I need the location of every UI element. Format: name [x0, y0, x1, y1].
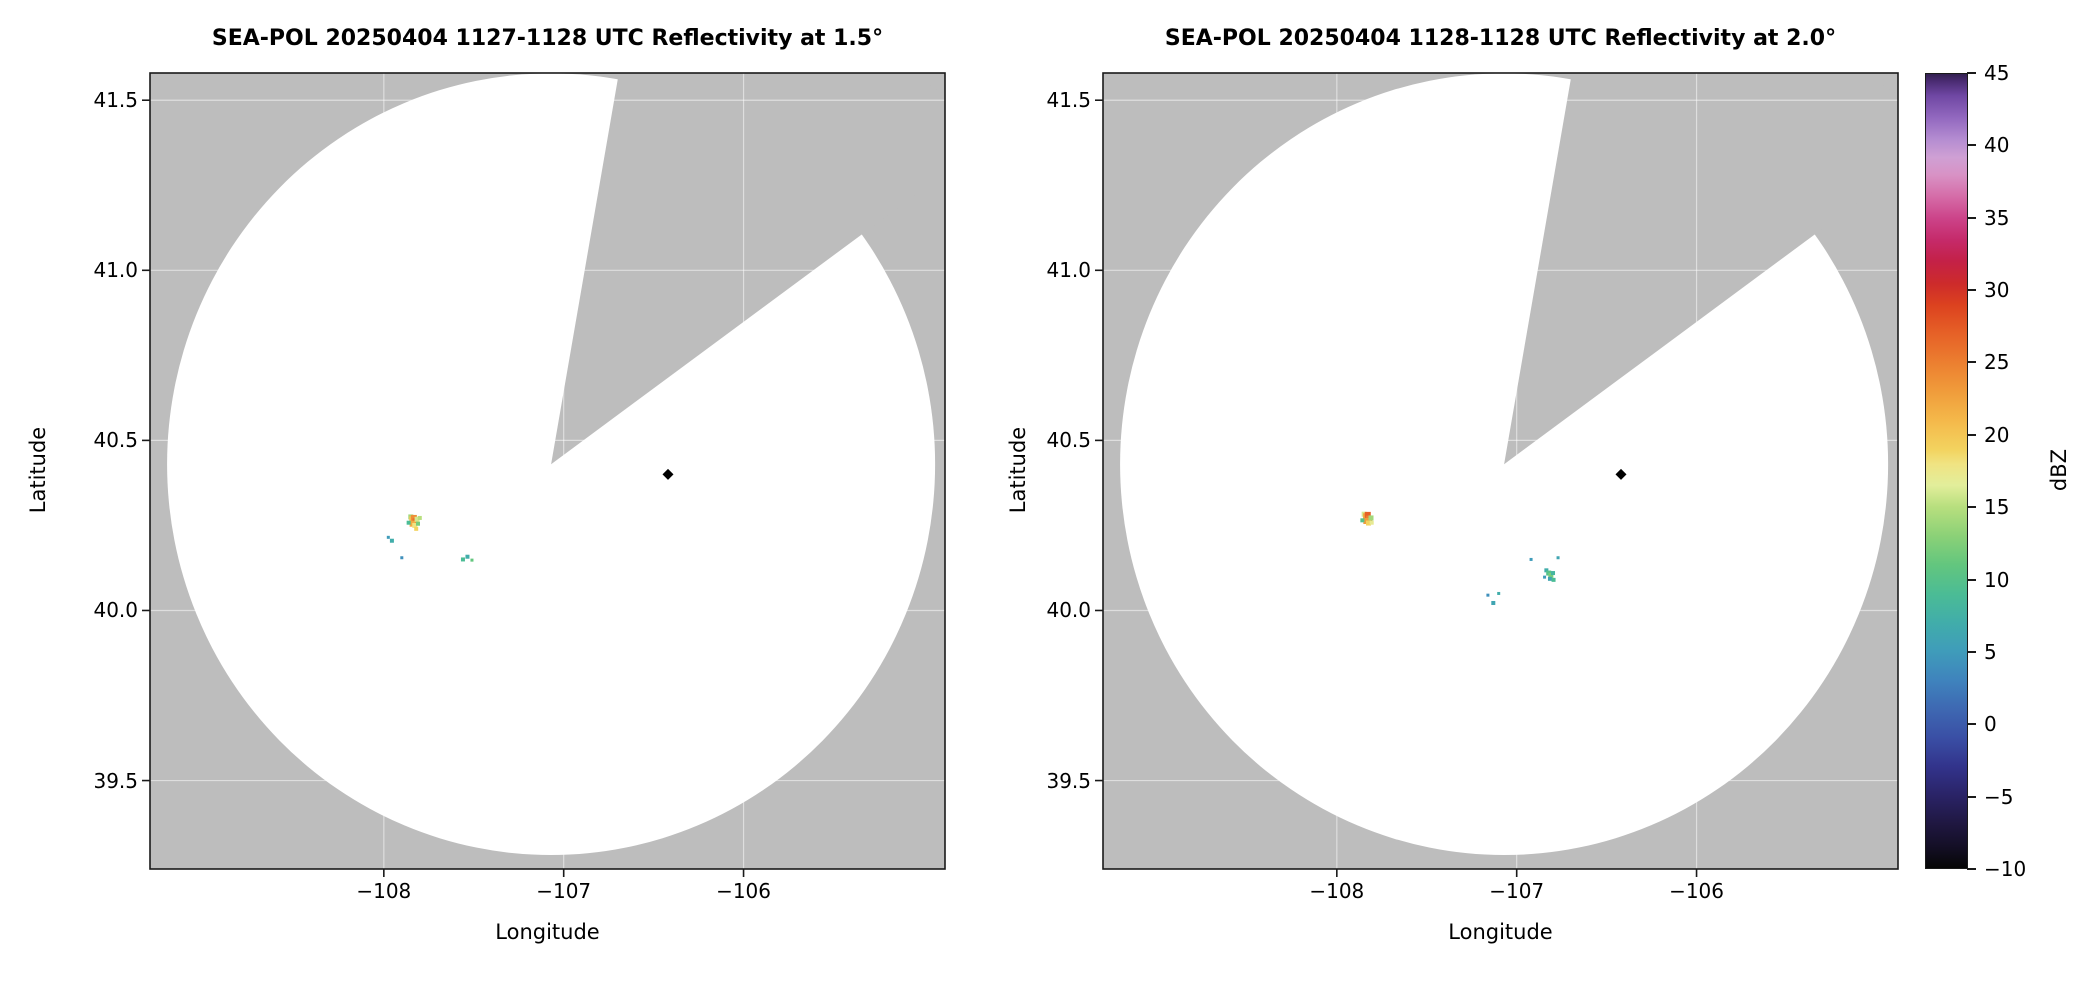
colorbar-tick-label: 35 [1984, 205, 2010, 230]
panel-2-x-axis-label: Longitude [1448, 920, 1553, 944]
colorbar-tick-mark [1967, 506, 1976, 509]
missing-sector-wedge [551, 73, 945, 465]
x-tick-label: −108 [1309, 879, 1365, 903]
colorbar-tick-label: 10 [1984, 567, 2010, 592]
colorbar-tick-label: 15 [1984, 495, 2010, 520]
reflectivity-echo [1369, 520, 1374, 525]
reflectivity-echo [406, 520, 411, 525]
axes-spine [149, 72, 946, 870]
reflectivity-echo [389, 538, 394, 543]
colorbar-tick-label: 20 [1984, 422, 2010, 447]
reflectivity-echo [1364, 511, 1371, 518]
axes-spine [1102, 72, 1899, 870]
reflectivity-echo [1497, 591, 1501, 595]
panel-2-plot-area [1095, 72, 1899, 877]
colorbar-tick-mark [1967, 578, 1976, 581]
reflectivity-echo [1360, 518, 1365, 523]
colorbar-gradient [1925, 73, 1968, 869]
y-tick-label: 40.5 [93, 428, 138, 453]
colorbar-tick-label: −5 [1984, 784, 2014, 809]
y-tick-label: 39.5 [93, 768, 138, 793]
reflectivity-echo [1548, 572, 1554, 578]
colorbar-tick-mark [1967, 289, 1976, 292]
reflectivity-echo [1486, 593, 1490, 597]
y-tick-label: 40.5 [1046, 428, 1091, 453]
colorbar-tick-mark [1967, 361, 1976, 364]
y-tick-label: 41.5 [93, 88, 138, 113]
reflectivity-echo [460, 557, 465, 562]
colorbar-tick-mark [1967, 795, 1976, 798]
reflectivity-echo [417, 515, 422, 520]
y-tick-label: 39.5 [1046, 768, 1091, 793]
reflectivity-echo [412, 522, 418, 528]
reflectivity-echo [465, 554, 470, 559]
colorbar-tick-mark [1967, 216, 1976, 219]
panel-1-y-axis-label: Latitude [26, 426, 50, 514]
reflectivity-echo [1544, 568, 1549, 573]
reflectivity-echo [414, 526, 419, 531]
reflectivity-echo [386, 535, 390, 539]
x-tick-label: −107 [1489, 879, 1545, 903]
colorbar-tick-label: 25 [1984, 350, 2010, 375]
reflectivity-echo [414, 516, 420, 522]
colorbar-tick-mark [1967, 868, 1976, 870]
reflectivity-echo [1543, 575, 1547, 579]
reflectivity-echo [1556, 556, 1560, 560]
x-tick-label: −108 [356, 879, 412, 903]
panel-1-x-axis-label: Longitude [495, 920, 600, 944]
reflectivity-echo [1368, 515, 1374, 521]
missing-sector-wedge [1504, 73, 1898, 465]
radar-scan-layer [150, 73, 945, 869]
x-tick-label: −106 [716, 879, 772, 903]
colorbar-tick-mark [1967, 72, 1976, 74]
reflectivity-echo [1551, 577, 1556, 582]
colorbar-tick-label: −10 [1984, 857, 2027, 881]
y-tick-label: 41.5 [1046, 88, 1091, 113]
colorbar-tick-mark [1967, 433, 1976, 436]
x-tick-label: −107 [536, 879, 592, 903]
colorbar-tick-mark [1967, 650, 1976, 653]
colorbar-tick-label: 40 [1984, 133, 2010, 158]
colorbar-tick-label: 5 [1984, 639, 1997, 664]
radar-scan-layer [1103, 73, 1898, 869]
reflectivity-echo [410, 514, 417, 521]
reflectivity-echo [470, 558, 474, 562]
colorbar-tick-mark [1967, 144, 1976, 147]
colorbar-tick-label: 45 [1984, 61, 2010, 85]
reflectivity-echo [1547, 576, 1552, 581]
reflectivity-echo [1529, 557, 1533, 561]
y-tick-label: 40.0 [1046, 598, 1091, 623]
site-marker-diamond [662, 468, 674, 480]
panel-2-title: SEA-POL 20250404 1128-1128 UTC Reflectiv… [1164, 26, 1837, 51]
reflectivity-echo [1551, 571, 1556, 576]
x-tick-label: −106 [1669, 879, 1725, 903]
colorbar-tick-label: 0 [1984, 712, 1997, 737]
reflectivity-echo [400, 556, 404, 560]
reflectivity-echo [1365, 520, 1371, 526]
colorbar-tick-mark [1967, 723, 1976, 726]
site-marker-diamond [1615, 468, 1627, 480]
colorbar-tick-label: 30 [1984, 278, 2010, 303]
reflectivity-echo [1491, 600, 1496, 605]
colorbar-label: dBZ [2047, 448, 2071, 492]
reflectivity-echo [415, 521, 420, 526]
panel-1-title: SEA-POL 20250404 1127-1128 UTC Reflectiv… [211, 26, 884, 51]
y-tick-label: 41.0 [93, 258, 138, 283]
panel-1-plot-area [142, 72, 946, 877]
y-tick-label: 41.0 [1046, 258, 1091, 283]
y-tick-label: 40.0 [93, 598, 138, 623]
